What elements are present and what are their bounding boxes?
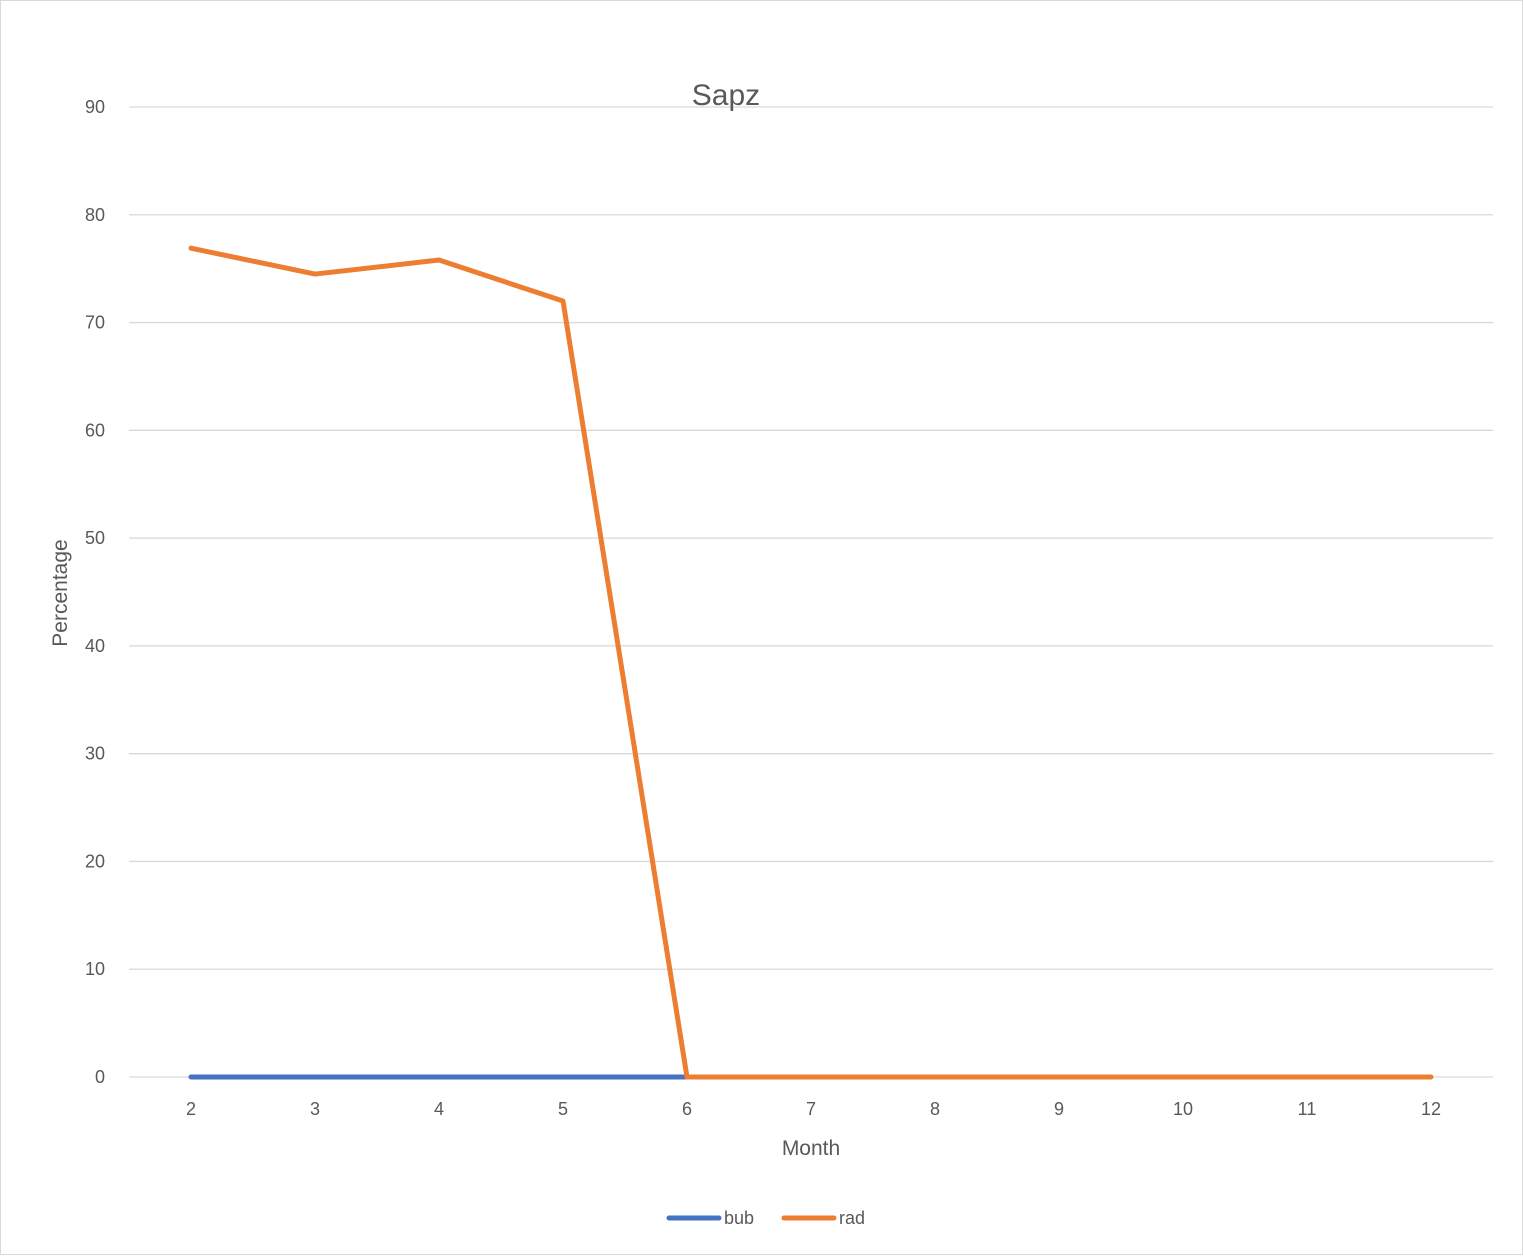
y-tick-label: 10 [85, 959, 105, 979]
legend: bub rad [669, 1208, 865, 1228]
x-axis-title: Month [782, 1137, 840, 1160]
y-tick-label: 70 [85, 313, 105, 333]
x-tick-label: 11 [1298, 1099, 1317, 1119]
x-axis-tick-labels: 2 3 4 5 6 7 8 9 10 11 12 [186, 1099, 1441, 1119]
chart-title: Sapz [692, 79, 760, 112]
x-tick-label: 5 [558, 1099, 568, 1119]
y-axis-title: Percentage [49, 539, 72, 646]
x-tick-label: 4 [434, 1099, 444, 1119]
y-tick-label: 90 [85, 97, 105, 117]
legend-label-rad: rad [839, 1208, 865, 1228]
series-lines [191, 248, 1431, 1077]
x-tick-label: 9 [1054, 1099, 1064, 1119]
x-tick-label: 6 [682, 1099, 692, 1119]
y-tick-label: 0 [95, 1067, 105, 1087]
x-tick-label: 8 [930, 1099, 940, 1119]
y-tick-label: 20 [85, 851, 105, 871]
y-tick-label: 30 [85, 744, 105, 764]
y-tick-label: 50 [85, 528, 105, 548]
y-tick-label: 80 [85, 205, 105, 225]
x-tick-label: 7 [806, 1099, 816, 1119]
x-tick-label: 12 [1421, 1099, 1441, 1119]
y-tick-label: 40 [85, 636, 105, 656]
series-line-rad [191, 248, 1431, 1077]
x-tick-label: 3 [310, 1099, 320, 1119]
legend-label-bub: bub [724, 1208, 754, 1228]
x-tick-label: 10 [1173, 1099, 1193, 1119]
gridlines [129, 107, 1493, 1077]
y-axis-tick-labels: 0 10 20 30 40 50 60 70 80 90 [85, 97, 105, 1087]
x-tick-label: 2 [186, 1099, 196, 1119]
y-tick-label: 60 [85, 420, 105, 440]
